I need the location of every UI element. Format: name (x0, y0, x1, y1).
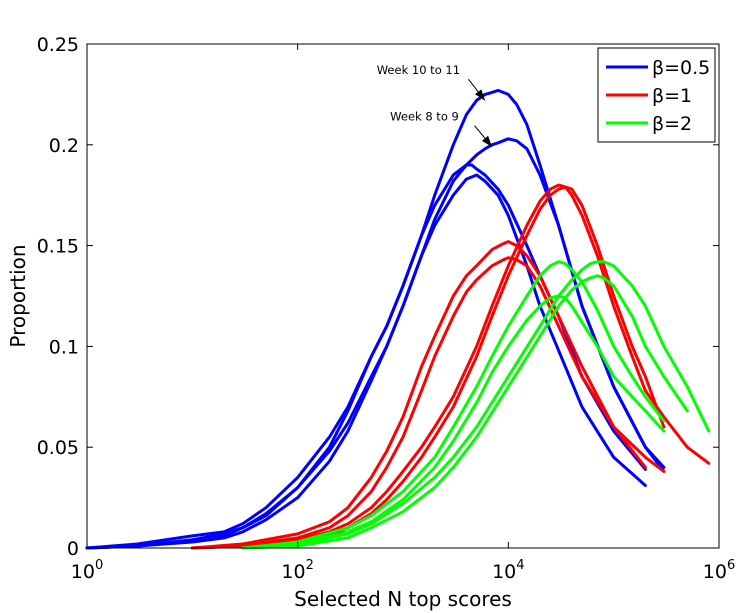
series-line-7 (190, 240, 666, 550)
annotations-layer: Week 10 to 11 Week 8 to 9 (377, 63, 493, 148)
series-line-1 (85, 88, 666, 550)
x-axis-label: Selected N top scores (294, 587, 512, 611)
series-line-3 (85, 163, 647, 550)
y-tick-label: 0.25 (37, 34, 79, 56)
legend-label: β=2 (652, 113, 692, 135)
legend-label: β=0.5 (652, 57, 710, 79)
y-tick-label: 0 (67, 538, 79, 560)
series-line-11 (241, 260, 666, 550)
x-tick-label: 104 (492, 558, 524, 583)
series-line-10 (241, 274, 689, 550)
series-line-12 (241, 294, 666, 550)
x-tick-label: 106 (703, 558, 735, 583)
y-tick-label: 0.05 (37, 437, 79, 459)
annotation-arrowhead-1 (475, 89, 485, 101)
series-line-4 (85, 173, 647, 550)
legend: β=0.5 β=1 β=2 (597, 47, 716, 143)
ticks-layer: 100 102 104 106 0 0.05 0.1 0.15 0.2 0.25 (37, 34, 736, 583)
plot-frame (86, 43, 720, 549)
x-tick-label: 100 (71, 558, 103, 583)
y-tick-label: 0.1 (49, 336, 79, 358)
annotation-label-2: Week 8 to 9 (390, 110, 459, 124)
annotation-arrowhead-2 (481, 135, 493, 147)
series-layer (85, 88, 711, 550)
x-tick-label: 102 (281, 558, 313, 583)
y-tick-label: 0.15 (37, 236, 79, 258)
legend-label: β=1 (652, 85, 692, 107)
annotation-label-1: Week 10 to 11 (377, 63, 460, 77)
y-axis-label: Proportion (6, 244, 30, 347)
y-tick-label: 0.2 (49, 135, 79, 157)
series-line-9 (241, 260, 711, 550)
